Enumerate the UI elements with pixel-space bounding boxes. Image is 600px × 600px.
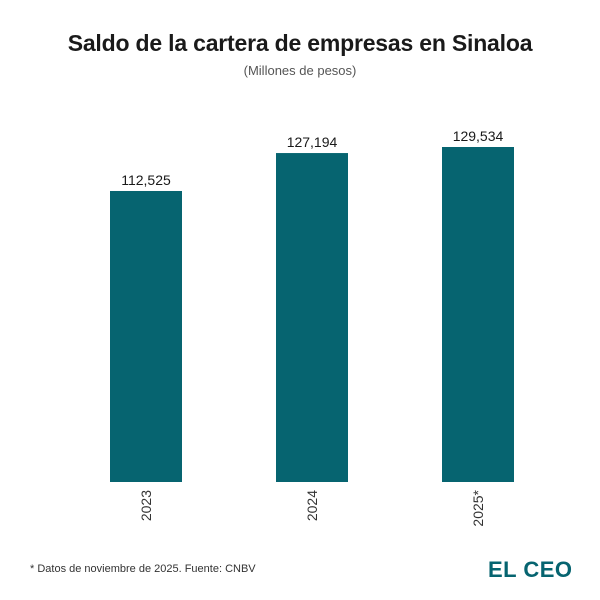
bar-2023 bbox=[110, 190, 182, 482]
data-label-2023: 112,525 bbox=[121, 172, 171, 188]
chart-subtitle: (Millones de pesos) bbox=[243, 63, 357, 78]
x-tick-label-2024: 2024 bbox=[304, 490, 320, 521]
data-label-2025: 129,534 bbox=[453, 128, 504, 144]
bar-2025 bbox=[442, 147, 514, 482]
brand-logo: EL CEO bbox=[488, 557, 573, 582]
x-tick-label-2025: 2025* bbox=[470, 489, 486, 526]
chart-title: Saldo de la cartera de empresas en Sinal… bbox=[67, 30, 533, 56]
data-label-2024: 127,194 bbox=[287, 134, 338, 150]
x-tick-label-2023: 2023 bbox=[138, 490, 154, 521]
bar-2024 bbox=[276, 153, 348, 482]
footnote: * Datos de noviembre de 2025. Fuente: CN… bbox=[30, 563, 256, 575]
